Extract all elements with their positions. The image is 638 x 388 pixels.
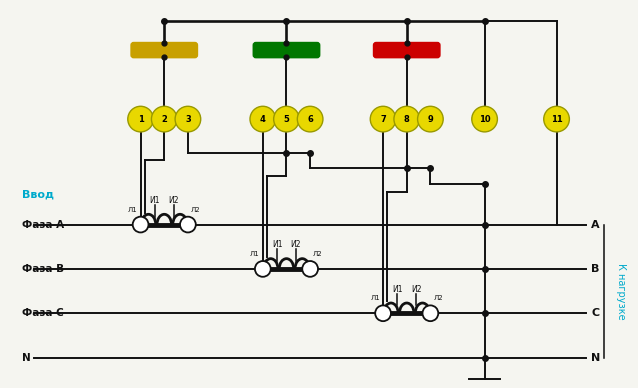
Circle shape: [250, 106, 276, 132]
Text: Л1: Л1: [128, 207, 138, 213]
Text: 10: 10: [478, 114, 491, 124]
Circle shape: [151, 106, 177, 132]
Text: И2: И2: [291, 240, 301, 249]
Text: C: C: [591, 308, 599, 318]
Text: 6: 6: [307, 114, 313, 124]
Circle shape: [297, 106, 323, 132]
Text: И1: И1: [392, 284, 403, 294]
Text: A: A: [591, 220, 600, 230]
Circle shape: [175, 106, 201, 132]
Text: 3: 3: [185, 114, 191, 124]
Circle shape: [255, 261, 271, 277]
Text: 1: 1: [138, 114, 144, 124]
Text: Фаза А: Фаза А: [22, 220, 64, 230]
Text: Ввод: Ввод: [22, 190, 54, 200]
Circle shape: [544, 106, 569, 132]
Text: 9: 9: [427, 114, 433, 124]
Text: Фаза С: Фаза С: [22, 308, 64, 318]
Circle shape: [394, 106, 420, 132]
Circle shape: [274, 106, 299, 132]
Circle shape: [417, 106, 443, 132]
Circle shape: [471, 106, 498, 132]
Circle shape: [128, 106, 153, 132]
Text: 11: 11: [551, 114, 563, 124]
Text: И2: И2: [411, 284, 422, 294]
Text: Л2: Л2: [433, 295, 443, 301]
Text: 5: 5: [283, 114, 290, 124]
Text: N: N: [591, 353, 600, 363]
Text: Л1: Л1: [250, 251, 260, 257]
Text: И1: И1: [149, 196, 160, 205]
Text: И1: И1: [272, 240, 282, 249]
Text: N: N: [22, 353, 31, 363]
Text: B: B: [591, 264, 600, 274]
Text: Л2: Л2: [313, 251, 323, 257]
FancyBboxPatch shape: [375, 43, 439, 57]
Circle shape: [133, 217, 149, 232]
FancyBboxPatch shape: [131, 43, 197, 57]
Text: К нагрузке: К нагрузке: [616, 263, 626, 319]
Circle shape: [422, 305, 438, 321]
Text: Л2: Л2: [191, 207, 200, 213]
Text: 7: 7: [380, 114, 386, 124]
Text: Фаза В: Фаза В: [22, 264, 64, 274]
Circle shape: [180, 217, 196, 232]
Circle shape: [302, 261, 318, 277]
Circle shape: [375, 305, 391, 321]
Text: Л1: Л1: [371, 295, 380, 301]
Text: 2: 2: [161, 114, 167, 124]
Text: И2: И2: [168, 196, 179, 205]
Text: 4: 4: [260, 114, 266, 124]
Text: 8: 8: [404, 114, 410, 124]
Circle shape: [370, 106, 396, 132]
FancyBboxPatch shape: [254, 43, 319, 57]
